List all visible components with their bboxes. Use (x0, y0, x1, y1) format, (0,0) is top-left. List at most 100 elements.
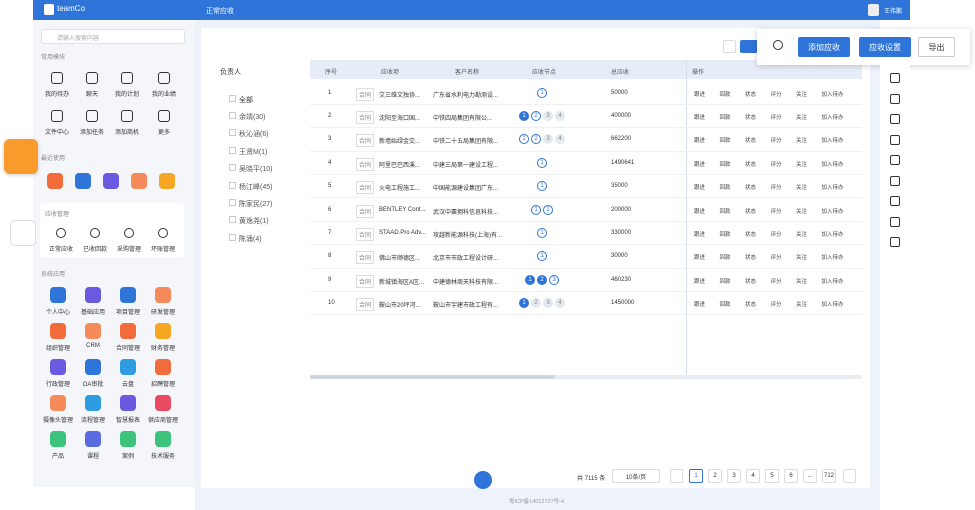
filter-checkbox[interactable] (229, 112, 236, 119)
row-action[interactable]: 关注 (796, 114, 808, 121)
app-label[interactable]: OA审批 (82, 382, 104, 388)
filter-checkbox[interactable] (229, 181, 236, 189)
row-customer[interactable]: 中国能源建设集团广东... (433, 186, 499, 193)
row-action[interactable]: 关注 (796, 231, 808, 238)
row-action[interactable]: 加入待办 (821, 255, 844, 262)
page-size-select[interactable]: 10条/页 (612, 469, 660, 483)
app-icon[interactable] (85, 359, 101, 375)
right-tool-icon[interactable] (890, 175, 900, 186)
row-action[interactable]: 加入待办 (821, 161, 844, 168)
filter-person[interactable]: 黄逸尧(1) (239, 218, 269, 226)
receivable-label[interactable]: 坏账管理 (150, 247, 175, 253)
app-icon[interactable] (155, 431, 171, 447)
page-button[interactable]: 4 (746, 469, 760, 483)
app-label[interactable]: 技术服务 (150, 454, 175, 460)
row-action[interactable]: 跟进 (694, 138, 706, 145)
row-action[interactable]: 状态 (745, 302, 757, 309)
page-button[interactable]: 1 (689, 469, 703, 483)
row-action[interactable]: 评分 (770, 91, 782, 98)
row-action[interactable]: 回款 (719, 114, 731, 121)
row-action[interactable]: 跟进 (694, 278, 706, 285)
module-icon[interactable] (121, 72, 133, 84)
app-label[interactable]: 组织管理 (45, 346, 70, 352)
app-label[interactable]: 行政管理 (45, 382, 70, 388)
row-action[interactable]: 加入待办 (821, 138, 844, 145)
row-customer[interactable]: 中铁二十五局集团有限... (433, 139, 499, 146)
app-icon[interactable] (120, 359, 136, 375)
row-action[interactable]: 跟进 (694, 302, 706, 309)
row-action[interactable]: 回款 (719, 138, 731, 145)
app-icon[interactable] (155, 395, 171, 411)
row-action[interactable]: 回款 (719, 231, 731, 238)
row-item[interactable]: 艾三维文独协... (379, 92, 421, 99)
module-label[interactable]: 我的待办 (44, 92, 69, 98)
row-action[interactable]: 关注 (796, 278, 808, 285)
app-icon[interactable] (50, 359, 66, 375)
row-action[interactable]: 回款 (719, 255, 731, 262)
app-label[interactable]: 课程 (86, 454, 99, 460)
app-icon[interactable] (120, 287, 136, 303)
export-button[interactable]: 导出 (918, 37, 955, 57)
receivable-icon[interactable] (124, 228, 134, 238)
module-icon[interactable] (158, 72, 170, 84)
app-icon[interactable] (120, 395, 136, 411)
app-icon[interactable] (50, 431, 66, 447)
search-button[interactable] (723, 40, 736, 53)
app-label[interactable]: CRM (86, 343, 100, 349)
module-icon[interactable] (121, 110, 133, 122)
module-icon[interactable] (86, 110, 98, 122)
avatar[interactable] (868, 4, 879, 16)
receivable-label[interactable]: 已收回款 (82, 247, 107, 253)
right-tool-icon[interactable] (890, 237, 900, 247)
row-action[interactable]: 回款 (719, 278, 731, 285)
app-icon[interactable] (155, 359, 171, 375)
filter-checkbox[interactable] (229, 164, 236, 172)
row-customer[interactable]: 中建三局第一建设工程... (433, 162, 499, 169)
row-action[interactable]: 加入待办 (821, 278, 844, 285)
page-button[interactable]: 3 (727, 469, 741, 483)
app-label[interactable]: 个人中心 (45, 310, 70, 316)
receivable-icon[interactable] (90, 228, 100, 238)
row-customer[interactable]: 中铁四局集团有限公... (433, 115, 493, 122)
app-label[interactable]: 研发管理 (150, 310, 175, 316)
row-action[interactable]: 跟进 (694, 255, 706, 262)
app-label[interactable]: 财务管理 (150, 346, 175, 352)
row-action[interactable]: 状态 (745, 114, 757, 121)
recent-icon[interactable] (103, 173, 119, 189)
app-label[interactable]: 招聘管理 (150, 382, 175, 388)
module-label[interactable]: 更多 (157, 130, 170, 136)
row-action[interactable]: 评分 (770, 208, 782, 215)
row-action[interactable]: 状态 (745, 255, 757, 262)
filter-person[interactable]: 陈家民(27) (239, 201, 273, 208)
filter-checkbox[interactable] (229, 216, 236, 224)
row-item[interactable]: STAAD.Pro Adv... (379, 229, 426, 236)
filter-checkbox[interactable] (229, 95, 236, 102)
row-action[interactable]: 加入待办 (821, 231, 844, 238)
row-action[interactable]: 状态 (745, 208, 757, 215)
row-action[interactable]: 跟进 (694, 231, 706, 238)
receivable-label[interactable]: 正常应收 (48, 247, 73, 253)
app-icon[interactable] (85, 287, 101, 303)
row-customer[interactable]: 北京市市政工程设计研... (433, 256, 499, 263)
page-next[interactable] (843, 469, 856, 483)
page-button[interactable]: ... (803, 469, 817, 483)
module-label[interactable]: 文件中心 (44, 130, 69, 136)
module-label[interactable]: 聊天 (85, 92, 98, 98)
row-action[interactable]: 状态 (745, 138, 757, 145)
app-label[interactable]: 案例 (121, 454, 134, 460)
row-action[interactable]: 回款 (719, 302, 731, 309)
row-action[interactable]: 回款 (719, 161, 731, 168)
app-label[interactable]: 产品 (51, 454, 64, 460)
row-action[interactable]: 状态 (745, 185, 757, 192)
filter-person[interactable]: 吴晓平(10) (239, 166, 273, 174)
module-icon[interactable] (86, 72, 98, 84)
row-action[interactable]: 跟进 (694, 91, 706, 98)
row-customer[interactable]: 攻越新能源科技(上海)有... (433, 232, 502, 239)
module-label[interactable]: 添加商机 (114, 130, 139, 136)
row-action[interactable]: 关注 (796, 91, 808, 98)
app-icon[interactable] (155, 287, 171, 303)
row-customer[interactable]: 鞍山市宇建市政工程有... (433, 303, 499, 310)
row-action[interactable]: 评分 (770, 185, 782, 192)
row-item[interactable]: 鞍山市20坪河... (379, 303, 421, 310)
row-item[interactable]: 佛山市顺德区... (379, 256, 421, 263)
